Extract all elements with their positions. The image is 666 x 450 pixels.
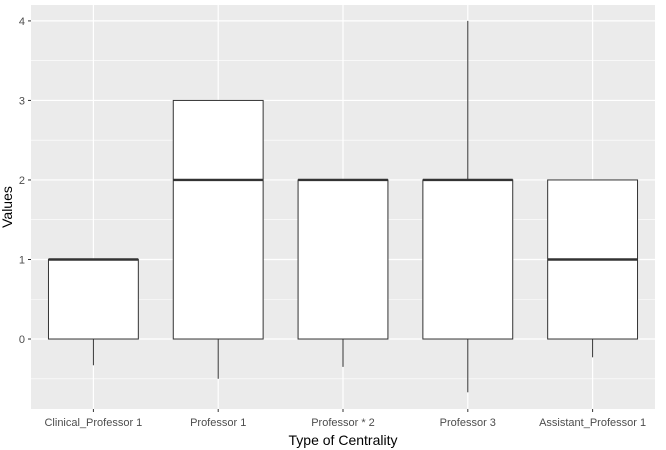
x-axis-title: Type of Centrality — [289, 432, 398, 448]
box-1 — [47, 258, 139, 366]
box-4 — [422, 20, 514, 393]
box-layer — [47, 20, 639, 393]
y-tick-label: 0 — [19, 334, 25, 346]
x-tick-label: Clinical_Professor 1 — [44, 417, 142, 429]
x-tick-label: Professor * 2 — [311, 417, 375, 429]
box-iqr — [297, 179, 389, 340]
x-tick-label: Professor 1 — [190, 417, 246, 429]
y-tick-label: 2 — [19, 175, 25, 187]
x-tick-label: Professor 3 — [440, 417, 496, 429]
box-2 — [172, 99, 264, 379]
x-axis-ticks: Clinical_Professor 1 Professor 1 Professor… — [44, 409, 646, 429]
x-tick-label: Assistant_Professor 1 — [539, 417, 646, 429]
box-iqr — [422, 179, 514, 340]
y-axis-title: Values — [0, 186, 15, 228]
y-tick-label: 1 — [19, 254, 25, 266]
box-5 — [547, 179, 639, 358]
box-3 — [297, 178, 389, 367]
y-tick-label: 4 — [19, 16, 25, 28]
y-axis-ticks: 0 1 2 3 4 — [19, 16, 31, 346]
box-iqr — [47, 258, 139, 340]
y-tick-label: 3 — [19, 95, 25, 107]
box-iqr — [172, 99, 264, 340]
